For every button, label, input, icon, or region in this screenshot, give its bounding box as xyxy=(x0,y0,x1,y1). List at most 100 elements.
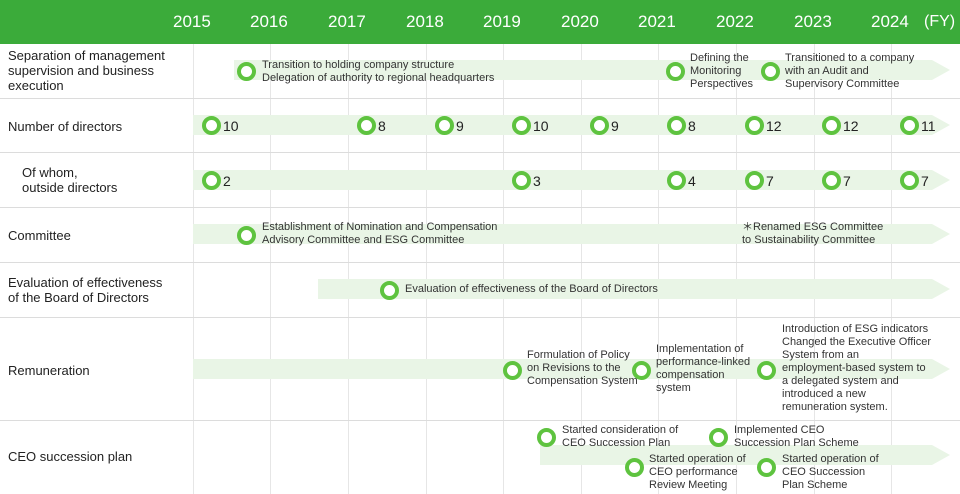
grid-line xyxy=(891,44,892,494)
annotation-line: Delegation of authority to regional head… xyxy=(262,72,495,84)
year-label: 2018 xyxy=(406,12,444,31)
annotation-evaluation: Evaluation of effectiveness of the Board… xyxy=(405,283,658,296)
annotation-line: introduced a new xyxy=(782,388,866,400)
outside-count-dot xyxy=(900,171,919,190)
milestone-dot xyxy=(503,361,522,380)
milestone-dot xyxy=(757,361,776,380)
annotation-ceo-scheme: Started operation of CEO Succession Plan… xyxy=(782,453,879,492)
directors-count-dot xyxy=(667,116,686,135)
annotation-line: Plan Scheme xyxy=(782,479,848,491)
annotation-line: Advisory Committee and ESG Committee xyxy=(262,234,465,246)
milestone-dot xyxy=(237,62,256,81)
milestone-dot xyxy=(537,428,556,447)
grid-line xyxy=(426,44,427,494)
annotation-line: System from an xyxy=(782,349,860,361)
annotation-ceo-review: Started operation of CEO performance Rev… xyxy=(649,453,746,492)
outside-count-value: 7 xyxy=(766,173,774,189)
row-divider xyxy=(0,420,960,421)
grid-line xyxy=(503,44,504,494)
annotation-ceo-implemented: Implemented CEO Succession Plan Scheme xyxy=(734,424,859,450)
directors-count-value: 12 xyxy=(766,118,782,134)
directors-count-dot xyxy=(512,116,531,135)
directors-count-value: 11 xyxy=(921,118,936,134)
outside-count-dot xyxy=(512,171,531,190)
grid-line xyxy=(658,44,659,494)
row-label-evaluation: Evaluation of effectiveness of the Board… xyxy=(8,275,162,305)
annotation-line: CEO Succession xyxy=(782,466,866,478)
milestone-dot xyxy=(632,361,651,380)
annotation-line: Implemented CEO xyxy=(734,424,825,436)
row-divider xyxy=(0,207,960,208)
annotation-line: Started consideration of xyxy=(562,424,679,436)
row-divider xyxy=(0,262,960,263)
directors-count-value: 8 xyxy=(378,118,386,134)
milestone-dot xyxy=(757,458,776,477)
directors-count-value: 8 xyxy=(688,118,696,134)
ceo-arrow xyxy=(540,445,950,465)
directors-count-value: 12 xyxy=(843,118,859,134)
directors-count-value: 10 xyxy=(533,118,549,134)
annotation-line: on Revisions to the xyxy=(527,362,621,374)
annotation-line: Defining the xyxy=(690,52,749,64)
row-label-line: supervision and business xyxy=(8,63,154,78)
row-divider xyxy=(0,317,960,318)
annotation-esg: Introduction of ESG indicators Changed t… xyxy=(782,323,931,414)
row-label-line: of the Board of Directors xyxy=(8,290,149,305)
annotation-line: Implementation of xyxy=(656,343,744,355)
outside-count-dot xyxy=(202,171,221,190)
annotation-line: ＊Renamed ESG Committee xyxy=(742,221,884,233)
annotation-line: Transitioned to a company xyxy=(785,52,915,64)
annotation-line: to Sustainability Committee xyxy=(742,234,876,246)
outside-count-dot xyxy=(667,171,686,190)
milestone-dot xyxy=(625,458,644,477)
year-label: 2016 xyxy=(250,12,288,31)
annotation-line: CEO performance xyxy=(649,466,738,478)
grid-line xyxy=(193,44,194,494)
row-label-line: Of whom, xyxy=(22,165,78,180)
row-divider xyxy=(0,98,960,99)
annotation-line: Transition to holding company structure xyxy=(262,59,455,71)
annotation-line: compensation xyxy=(656,369,725,381)
directors-count-value: 10 xyxy=(223,118,239,134)
annotation-line: Changed the Executive Officer xyxy=(782,336,931,348)
annotation-line: Establishment of Nomination and Compensa… xyxy=(262,221,498,233)
outside-count-value: 7 xyxy=(843,173,851,189)
row-divider xyxy=(0,152,960,153)
row-label-outside: Of whom, outside directors xyxy=(22,165,117,195)
annotation-line: Succession Plan Scheme xyxy=(734,437,859,449)
grid-line xyxy=(736,44,737,494)
row-label-line: execution xyxy=(8,78,64,93)
annotation-performance: Implementation of performance-linked com… xyxy=(656,343,750,395)
directors-count-dot xyxy=(822,116,841,135)
milestone-dot xyxy=(237,226,256,245)
year-header: 2015 2016 2017 2018 2019 2020 2021 2022 … xyxy=(0,0,960,44)
annotation-line: performance-linked xyxy=(656,356,751,368)
row-label-directors: Number of directors xyxy=(8,119,122,134)
year-label: 2019 xyxy=(483,12,521,31)
milestone-dot xyxy=(709,428,728,447)
grid-line xyxy=(348,44,349,494)
row-label-separation: Separation of management supervision and… xyxy=(8,48,165,93)
directors-count-value: 9 xyxy=(456,118,464,134)
annotation-line: Review Meeting xyxy=(649,479,728,491)
annotation-line: with an Audit and xyxy=(785,65,869,77)
row-label-line: Evaluation of effectiveness xyxy=(8,275,163,290)
annotation-line: Evaluation of effectiveness of the Board… xyxy=(405,283,658,295)
annotation-line: remuneration system. xyxy=(782,401,888,413)
annotation-line: Started operation of xyxy=(649,453,746,465)
annotation-line: Monitoring xyxy=(690,65,742,77)
outside-count-value: 2 xyxy=(223,173,231,189)
milestone-dot xyxy=(380,281,399,300)
outside-count-value: 4 xyxy=(688,173,696,189)
year-label: 2017 xyxy=(328,12,366,31)
annotation-line: Compensation System xyxy=(527,375,638,387)
milestone-dot xyxy=(666,62,685,81)
annotation-renamed: ＊Renamed ESG Committee to Sustainability… xyxy=(742,221,883,247)
row-label-committee: Committee xyxy=(8,228,71,243)
directors-count-value: 9 xyxy=(611,118,619,134)
year-label: 2022 xyxy=(716,12,754,31)
row-label-remuneration: Remuneration xyxy=(8,363,90,378)
annotation-line: Started operation of xyxy=(782,453,879,465)
annotation-line: Formulation of Policy xyxy=(527,349,630,361)
